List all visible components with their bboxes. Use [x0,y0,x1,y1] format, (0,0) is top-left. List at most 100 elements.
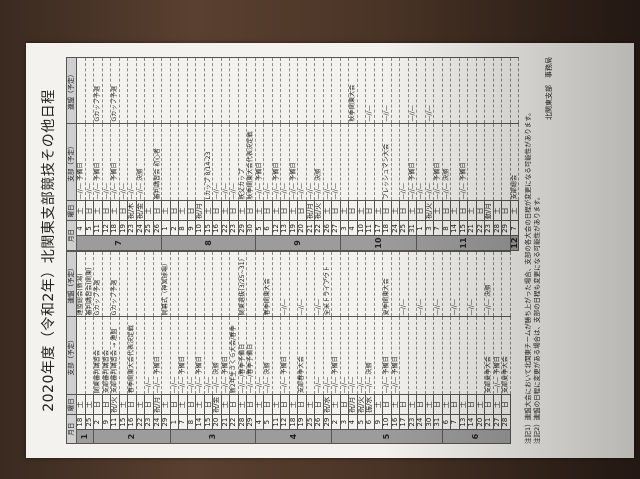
federation-cell [365,251,374,317]
weekday-cell: 日 [170,394,179,415]
day-cell: 7 [450,414,459,430]
weekday-cell: 土 [76,394,85,415]
weekday-cell: 日 [399,201,408,221]
table-row: 19 日 —//— [119,57,128,251]
weekday-cell: 土 [289,201,298,221]
table-row: 11 土 —//— 予備日 Gカップ予選 [93,57,102,251]
month-cell: 8 [161,235,255,251]
branch-cell: —//— [357,316,366,395]
day-cell: 5 [263,414,272,430]
weekday-cell: 土 [459,394,468,415]
weekday-cell: 日 [459,201,468,221]
weekday-cell: 祝/火 [110,394,119,415]
federation-cell [204,251,213,317]
branch-cell: —//— [263,123,272,201]
day-cell: 8 [178,220,187,236]
weekday-cell: 土 [272,201,281,221]
day-cell: 17 [399,414,408,430]
branch-cell [450,123,459,201]
table-row: 24 土 [391,57,400,251]
branch-cell: —//— 予備日 [280,316,289,395]
day-cell: 6 [365,414,374,430]
month-cell: 1 [76,429,94,444]
branch-cell: —//— [306,123,315,201]
branch-cell: —//— [340,316,349,395]
table-row: 25 日 —//— [399,57,408,251]
federation-cell [127,251,136,317]
day-cell: 17 [374,220,383,236]
weekday-cell: 土 [331,394,340,415]
note-2: 注記2）連盟の日程に変更がある場合は、支部の日程も変更になる可能性があります。 [533,193,541,445]
day-cell: 10 [382,414,391,430]
federation-cell [119,57,128,124]
federation-cell [357,57,366,124]
federation-cell: —//— [365,57,374,124]
weekday-cell: 土 [323,201,332,221]
table-row: 29 祝/水 —//— 全米トライアウト [323,251,332,443]
weekday-cell: 日 [433,394,442,415]
table-row: 10 3 土 [340,57,417,251]
federation-cell [212,251,221,317]
weekday-cell: 土 [450,201,459,221]
weekday-cell: 勤/月 [484,201,493,221]
federation-cell: Gカップ予選 [93,251,102,317]
federation-cell [263,57,272,124]
header-federation: 連盟（予定） [66,57,77,124]
schedule-tables: 月日 曜日 支部（予定） 連盟（予定） 1 18 土連盟総会(新潟) 25 土審判講習会(関東)… [66,57,519,444]
weekday-cell: 日 [399,394,408,415]
weekday-cell: 土 [425,394,434,415]
branch-cell [85,316,94,395]
branch-cell: 新2年生さくら大会/春季 [229,316,238,395]
day-cell: 29 [323,414,332,430]
branch-cell [476,316,485,395]
weekday-cell: 土 [493,394,502,415]
weekday-cell: 土 [161,394,170,415]
federation-cell [476,251,485,317]
table-row: 24 日 —//— [416,251,425,443]
day-cell: 11 [110,414,119,430]
federation-cell [195,57,204,124]
branch-cell: —//—/春季予備日 [246,316,255,395]
branch-cell: —//— [204,316,213,395]
branch-cell: —//— 予備日 [76,123,85,201]
table-row: 22 土 —//— [221,57,230,251]
weekday-cell: 土 [221,394,230,415]
header-branch: 支部（予定） [66,123,77,201]
weekday-cell: 土 [510,201,519,221]
federation-cell: 全米トライアウト [323,251,332,317]
day-cell: 21 [484,414,493,430]
weekday-cell: 土 [467,201,476,221]
table-row: 7 4 土 —//— 予備日 [76,57,162,251]
federation-cell: 開幕式（神宮球場） [161,251,170,317]
month-cell: 6 [442,429,510,444]
day-cell: 30 [425,414,434,430]
schedule-table-jul-dec: 月日 曜日 支部（予定） 連盟（予定） 7 4 土 —//— 予備日 5 日 —//— 11 土 —//—… [66,57,519,251]
day-cell: 5 [357,414,366,430]
federation-cell [450,57,459,124]
branch-cell: —//— [323,316,332,395]
day-cell: 13 [459,414,468,430]
branch-cell [170,123,179,201]
federation-cell [280,57,289,124]
day-cell: 7 [433,220,442,236]
table-row: 30 土 [425,251,434,443]
signature: 北関東支部 事務局 [545,57,553,120]
table-row: 16 土 —//— 予備日 [391,251,400,443]
weekday-cell: 土 [238,394,247,415]
weekday-cell: 日 [484,394,493,415]
weekday-cell: 日 [170,201,179,221]
federation-cell [178,251,187,317]
day-cell: 6 [442,414,451,430]
table-row: 22 日新2年生さくら大会/春季 [229,251,238,443]
federation-cell [391,57,400,124]
branch-cell [399,316,408,395]
table-row: 4 祝/月 —//— [348,251,357,443]
table-row: 19 日支部春季大会 —//— [297,251,306,443]
day-cell: 8 [187,414,196,430]
table-row: 23 勤/月 [484,57,493,251]
table-row: 19 土 —//— 予備日 [289,57,298,251]
day-cell: 14 [450,220,459,236]
branch-cell [340,123,349,201]
branch-cell: —//— [85,123,94,201]
federation-cell [255,251,264,317]
